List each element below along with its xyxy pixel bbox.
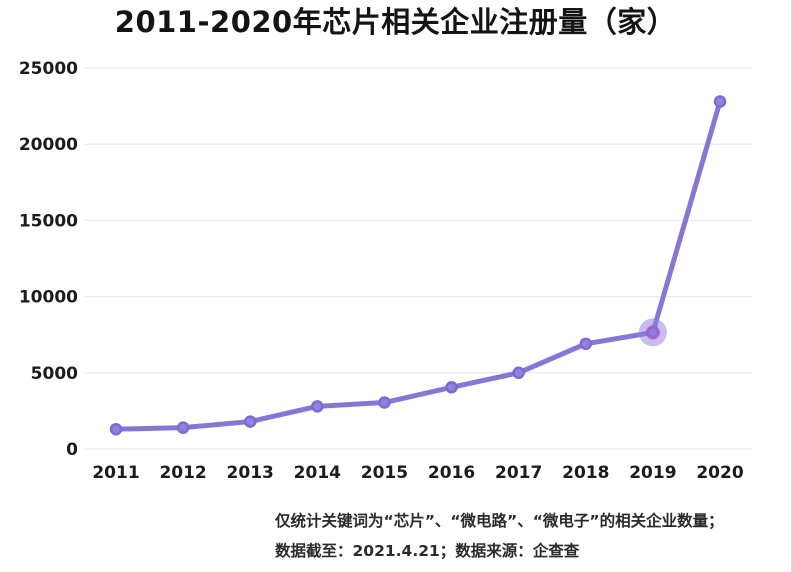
x-axis-tick-2015: 2015: [361, 463, 408, 483]
y-axis-tick-20000: 20000: [19, 135, 78, 155]
y-axis-tick-5000: 5000: [31, 364, 78, 384]
y-axis-tick-0: 0: [66, 440, 78, 460]
y-axis-tick-10000: 10000: [19, 288, 78, 308]
data-point-2020: [713, 95, 727, 108]
data-point-2016: [445, 381, 458, 394]
x-axis-tick-2012: 2012: [159, 463, 206, 483]
y-axis-tick-25000: 25000: [19, 59, 78, 79]
footnotes: 仅统计关键词为“芯片”、“微电路”、“微电子”的相关企业数量； 数据截至：202…: [275, 506, 724, 566]
data-point-2011: [109, 422, 123, 436]
data-point-2015: [378, 396, 391, 409]
x-axis-tick-2020: 2020: [696, 463, 743, 483]
click-highlight-halo: [638, 318, 667, 347]
chart-title: 2011-2020年芯片相关企业注册量（家）: [114, 5, 677, 39]
footnote-scope: 仅统计关键词为“芯片”、“微电路”、“微电子”的相关企业数量；: [275, 512, 724, 530]
data-point-2012: [176, 421, 190, 434]
data-line: [113, 99, 723, 432]
y-axis-tick-15000: 15000: [19, 211, 78, 231]
x-axis-tick-2014: 2014: [294, 463, 341, 483]
x-axis-tick-2018: 2018: [562, 463, 609, 483]
click-highlight-ring: [645, 325, 661, 340]
data-point-2013: [243, 415, 257, 428]
footnote-source: 数据截至：2021.4.21；数据来源：企查查: [275, 542, 580, 560]
data-point-2017: [512, 366, 525, 380]
data-point-2014: [311, 400, 324, 413]
x-axis-tick-2019: 2019: [629, 463, 676, 483]
data-point-2018: [579, 337, 593, 351]
x-axis-tick-2013: 2013: [227, 463, 274, 483]
x-axis-tick-2017: 2017: [495, 463, 542, 483]
x-axis-tick-2011: 2011: [92, 463, 139, 483]
x-axis-tick-2016: 2016: [428, 463, 475, 483]
